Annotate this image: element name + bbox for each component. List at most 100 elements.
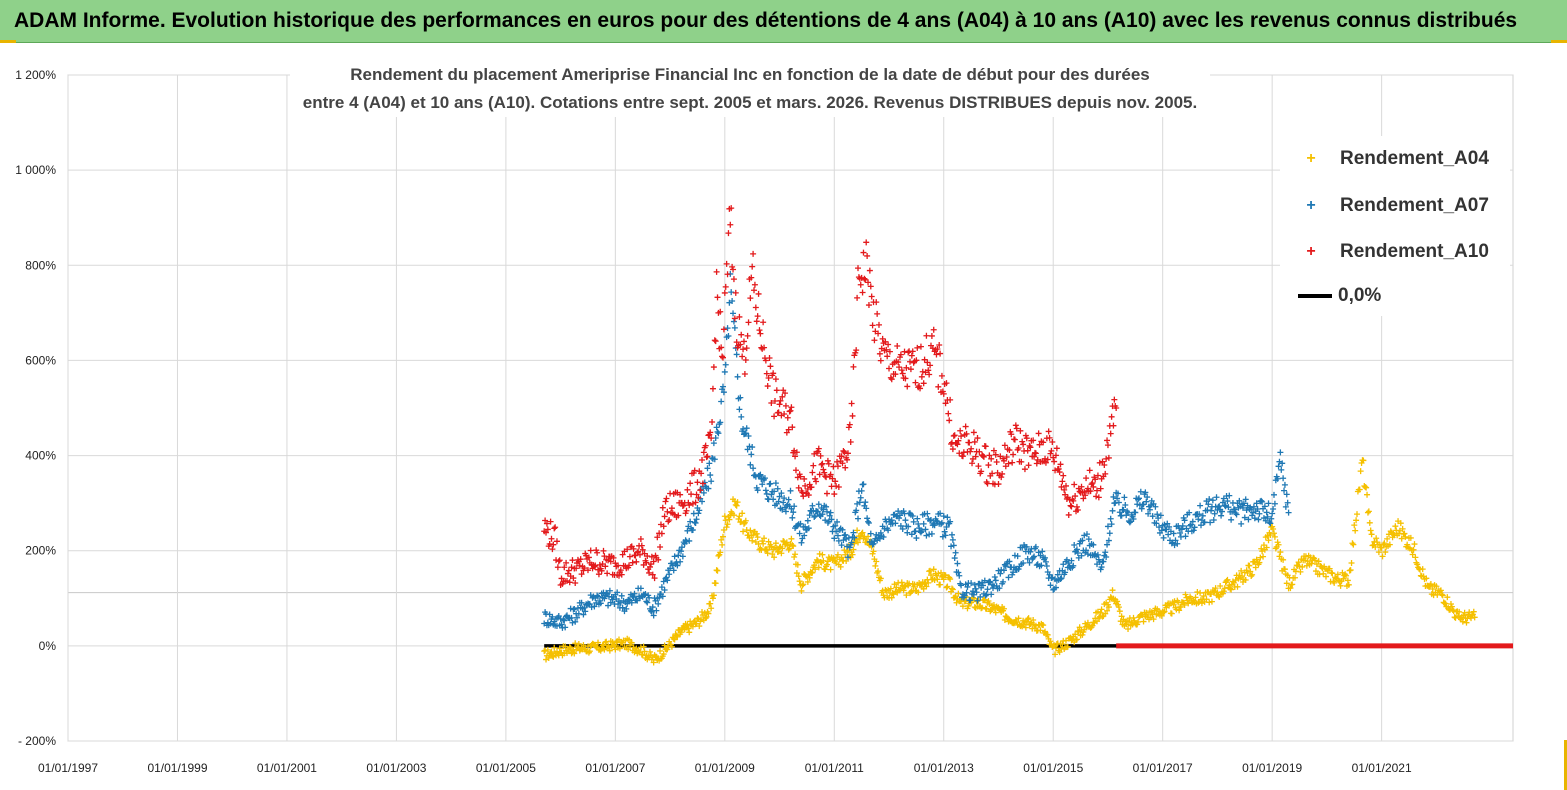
data-point: [715, 552, 722, 559]
data-point: [1074, 507, 1081, 514]
data-point: [848, 400, 855, 407]
legend-marker-a07: +: [1306, 197, 1316, 214]
data-point: [625, 646, 632, 653]
data-point: [815, 564, 822, 571]
data-point: [877, 575, 884, 582]
data-point: [1044, 631, 1051, 638]
data-point: [940, 390, 947, 397]
data-point: [1171, 598, 1178, 605]
data-point: [1277, 449, 1284, 456]
data-point: [1176, 525, 1183, 532]
data-point: [1265, 500, 1272, 507]
data-point: [1299, 563, 1306, 570]
data-point: [1058, 483, 1065, 490]
data-point: [978, 468, 985, 475]
data-point: [1283, 491, 1290, 498]
data-point: [854, 527, 861, 534]
data-point: [714, 567, 721, 574]
data-point: [544, 646, 551, 653]
data-point: [731, 498, 738, 505]
data-point: [1131, 617, 1138, 624]
data-point: [1295, 559, 1302, 566]
data-point: [1138, 505, 1145, 512]
data-point: [1267, 532, 1274, 539]
data-point: [865, 518, 872, 525]
data-point: [766, 355, 773, 362]
data-point: [666, 571, 673, 578]
data-point: [875, 321, 882, 328]
data-point: [985, 597, 992, 604]
data-point: [624, 600, 631, 607]
data-point: [1132, 509, 1139, 516]
data-point: [1442, 600, 1449, 607]
data-point: [904, 529, 911, 536]
data-point: [1154, 511, 1161, 518]
data-point: [725, 230, 732, 237]
data-point: [1062, 569, 1069, 576]
data-point: [747, 295, 754, 302]
data-point: [951, 432, 958, 439]
data-point: [934, 576, 941, 583]
data-point: [1409, 551, 1416, 558]
data-point: [1036, 441, 1043, 448]
corner-mark-top-right: [1551, 40, 1567, 43]
data-point: [971, 438, 978, 445]
x-tick-label: 01/01/2017: [1133, 761, 1193, 775]
data-point: [696, 623, 703, 630]
data-point: [1181, 517, 1188, 524]
data-point: [1006, 558, 1013, 565]
data-point: [1068, 557, 1075, 564]
data-point: [647, 648, 654, 655]
data-point: [708, 478, 715, 485]
y-tick-label: 400%: [25, 449, 56, 463]
data-point: [920, 380, 927, 387]
data-point: [943, 584, 950, 591]
data-point: [736, 406, 743, 413]
data-point: [585, 554, 592, 561]
data-point: [572, 618, 579, 625]
data-point: [1098, 606, 1105, 613]
data-point: [1212, 585, 1219, 592]
data-point: [749, 537, 756, 544]
data-point: [752, 304, 759, 311]
data-point: [571, 605, 578, 612]
data-point: [1233, 511, 1240, 518]
data-point: [1351, 522, 1358, 529]
data-point: [1042, 459, 1049, 466]
data-point: [1216, 503, 1223, 510]
data-point: [1270, 491, 1277, 498]
data-point: [1096, 459, 1103, 466]
data-point: [1073, 503, 1080, 510]
data-point: [897, 351, 904, 358]
data-point: [1303, 562, 1310, 569]
data-point: [1042, 554, 1049, 561]
data-point: [658, 584, 665, 591]
data-point: [721, 513, 728, 520]
data-point: [1115, 499, 1122, 506]
y-tick-label: 1 000%: [15, 163, 56, 177]
data-point: [586, 601, 593, 608]
data-point: [977, 593, 984, 600]
data-point: [1107, 515, 1114, 522]
data-point: [550, 541, 557, 548]
data-point: [791, 503, 798, 510]
data-point: [566, 644, 573, 651]
data-point: [1198, 522, 1205, 529]
data-point: [1379, 553, 1386, 560]
data-point: [1186, 509, 1193, 516]
data-point: [741, 430, 748, 437]
data-point: [545, 654, 552, 661]
data-point: [834, 463, 841, 470]
data-point: [833, 528, 840, 535]
data-point: [1166, 523, 1173, 530]
data-point: [1270, 506, 1277, 513]
data-point: [917, 529, 924, 536]
data-point: [707, 472, 714, 479]
data-point: [729, 297, 736, 304]
data-point: [764, 383, 771, 390]
data-point: [1103, 553, 1110, 560]
data-point: [1224, 576, 1231, 583]
data-point: [744, 332, 751, 339]
data-point: [668, 505, 675, 512]
